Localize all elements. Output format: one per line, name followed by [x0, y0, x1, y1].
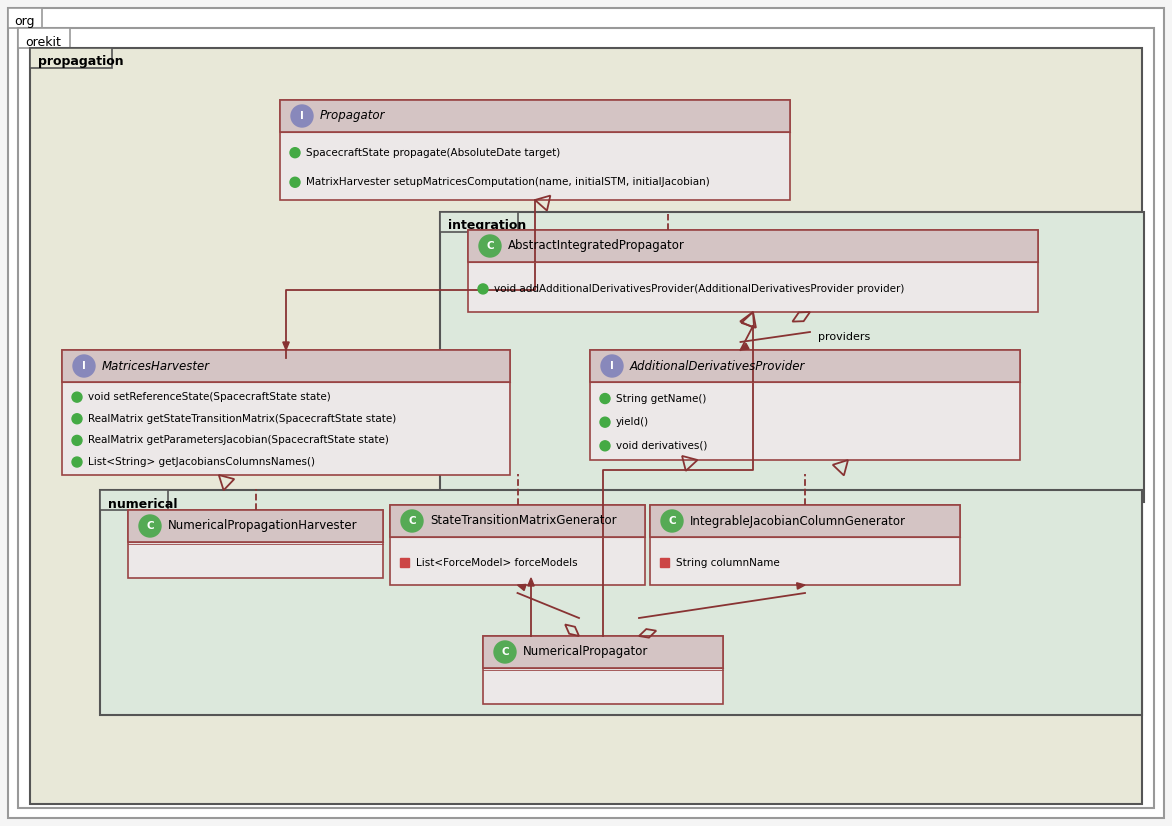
Polygon shape: [741, 344, 749, 350]
Text: providers: providers: [818, 332, 871, 342]
Text: RealMatrix getStateTransitionMatrix(SpacecraftState state): RealMatrix getStateTransitionMatrix(Spac…: [88, 414, 396, 424]
Text: I: I: [82, 361, 86, 371]
Circle shape: [600, 393, 609, 404]
Text: NumericalPropagationHarvester: NumericalPropagationHarvester: [168, 520, 357, 533]
Bar: [128, 510, 383, 578]
Text: NumericalPropagator: NumericalPropagator: [523, 645, 648, 658]
Text: MatricesHarvester: MatricesHarvester: [102, 359, 210, 373]
Bar: [440, 212, 1144, 502]
Bar: [440, 212, 518, 232]
Circle shape: [289, 178, 300, 188]
Bar: [62, 350, 510, 382]
Bar: [483, 636, 723, 668]
Text: void setReferenceState(SpacecraftState state): void setReferenceState(SpacecraftState s…: [88, 392, 331, 402]
Text: I: I: [611, 361, 614, 371]
Bar: [390, 505, 645, 585]
Circle shape: [71, 414, 82, 424]
Text: Propagator: Propagator: [320, 110, 386, 122]
Polygon shape: [527, 578, 534, 586]
Bar: [100, 490, 1142, 715]
Text: RealMatrix getParametersJacobian(SpacecraftState state): RealMatrix getParametersJacobian(Spacecr…: [88, 435, 389, 445]
Bar: [590, 350, 1020, 460]
Text: List<ForceModel> forceModels: List<ForceModel> forceModels: [416, 558, 578, 567]
Text: String columnName: String columnName: [676, 558, 779, 567]
Circle shape: [289, 148, 300, 158]
Circle shape: [478, 284, 488, 294]
Text: C: C: [408, 516, 416, 526]
Bar: [660, 558, 669, 567]
Bar: [390, 505, 645, 537]
Polygon shape: [518, 585, 526, 591]
Circle shape: [291, 105, 313, 127]
Bar: [590, 350, 1020, 382]
Text: void derivatives(): void derivatives(): [616, 441, 708, 451]
Text: C: C: [486, 241, 493, 251]
Text: SpacecraftState propagate(AbsoluteDate target): SpacecraftState propagate(AbsoluteDate t…: [306, 148, 560, 158]
Text: void addAdditionalDerivativesProvider(AdditionalDerivativesProvider provider): void addAdditionalDerivativesProvider(Ad…: [495, 284, 905, 294]
Bar: [650, 505, 960, 585]
Circle shape: [71, 435, 82, 445]
Circle shape: [601, 355, 624, 377]
Text: propagation: propagation: [38, 55, 123, 69]
Circle shape: [600, 441, 609, 451]
Text: I: I: [300, 111, 304, 121]
Polygon shape: [282, 342, 289, 350]
Text: C: C: [146, 521, 154, 531]
Text: List<String> getJacobiansColumnsNames(): List<String> getJacobiansColumnsNames(): [88, 457, 315, 467]
Text: org: org: [14, 16, 34, 29]
Circle shape: [479, 235, 500, 257]
Text: StateTransitionMatrixGenerator: StateTransitionMatrixGenerator: [430, 515, 616, 528]
Bar: [468, 230, 1038, 262]
Text: MatrixHarvester setupMatricesComputation(name, initialSTM, initialJacobian): MatrixHarvester setupMatricesComputation…: [306, 178, 710, 188]
Text: integration: integration: [448, 220, 526, 232]
Bar: [280, 100, 790, 200]
Text: C: C: [668, 516, 676, 526]
Text: IntegrableJacobianColumnGenerator: IntegrableJacobianColumnGenerator: [690, 515, 906, 528]
Bar: [483, 636, 723, 704]
Circle shape: [600, 417, 609, 427]
Circle shape: [495, 641, 516, 663]
Bar: [128, 510, 383, 542]
Circle shape: [71, 457, 82, 467]
Text: AdditionalDerivativesProvider: AdditionalDerivativesProvider: [631, 359, 805, 373]
Bar: [30, 48, 113, 68]
Text: AbstractIntegratedPropagator: AbstractIntegratedPropagator: [507, 240, 684, 253]
Bar: [468, 230, 1038, 312]
Circle shape: [401, 510, 423, 532]
Text: String getName(): String getName(): [616, 393, 707, 404]
Text: numerical: numerical: [108, 497, 177, 510]
Text: orekit: orekit: [25, 36, 61, 49]
Bar: [62, 350, 510, 475]
Text: yield(): yield(): [616, 417, 649, 427]
Bar: [280, 100, 790, 132]
Bar: [8, 8, 42, 28]
Circle shape: [139, 515, 161, 537]
Bar: [18, 28, 70, 48]
Bar: [650, 505, 960, 537]
Circle shape: [661, 510, 683, 532]
Polygon shape: [797, 583, 805, 589]
Bar: [400, 558, 409, 567]
Bar: [100, 490, 168, 510]
Circle shape: [73, 355, 95, 377]
Circle shape: [71, 392, 82, 402]
Text: C: C: [502, 647, 509, 657]
